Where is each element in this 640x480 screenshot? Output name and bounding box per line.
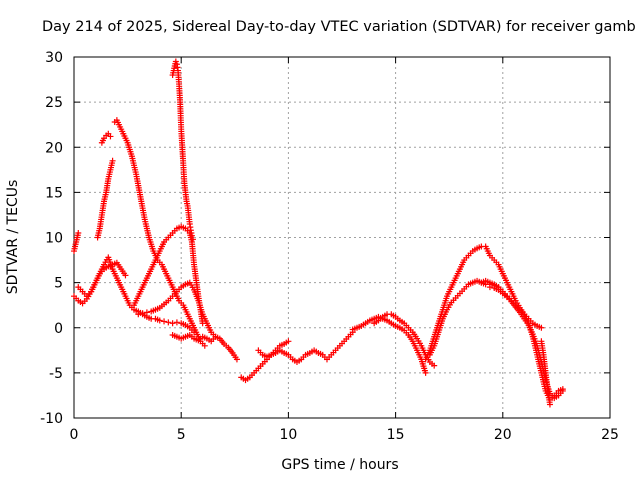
data-marker	[431, 362, 438, 369]
data-marker	[201, 342, 208, 349]
x-tick-label: 20	[494, 427, 512, 443]
data-marker	[422, 369, 429, 376]
data-marker	[165, 319, 172, 326]
data-marker	[107, 133, 114, 140]
series-satellite-9	[169, 58, 196, 243]
data-marker	[135, 311, 142, 318]
series-satellite-11	[238, 338, 292, 384]
x-tick-label: 10	[279, 427, 297, 443]
data-marker	[173, 319, 180, 326]
data-marker	[188, 232, 195, 239]
x-tick-label: 0	[70, 427, 79, 443]
y-tick-label: 30	[45, 50, 63, 66]
y-tick-label: 5	[54, 276, 63, 292]
series-satellite-8	[135, 279, 219, 340]
data-marker	[546, 401, 553, 408]
series-satellite-3	[75, 254, 198, 336]
data-marker	[486, 284, 493, 291]
y-axis-label: SDTVAR / TECUs	[5, 179, 21, 295]
series-satellite-14	[371, 311, 438, 369]
x-tick-label: 15	[387, 427, 405, 443]
series-satellite-10	[169, 331, 240, 363]
data-marker	[233, 356, 240, 363]
y-tick-label: 20	[45, 140, 63, 156]
x-tick-label: 5	[177, 427, 186, 443]
y-tick-label: 15	[45, 185, 63, 201]
data-marker	[75, 229, 82, 236]
data-marker	[156, 317, 163, 324]
y-tick-label: 25	[45, 95, 63, 111]
data-points	[71, 58, 566, 408]
chart-title: Day 214 of 2025, Sidereal Day-to-day VTE…	[42, 19, 636, 35]
data-marker	[538, 324, 545, 331]
y-tick-label: -10	[40, 411, 63, 427]
data-marker	[139, 310, 146, 317]
data-marker	[122, 272, 129, 279]
series-satellite-5	[98, 130, 114, 146]
y-tick-label: 10	[45, 231, 63, 247]
series-satellite-4	[94, 157, 116, 241]
series-satellite-1	[71, 229, 82, 255]
tick-labels: 0 5 10 15 20 25 -10 -5 0 5 10 15 20 25 30	[40, 50, 619, 443]
series-satellite-17	[482, 243, 545, 331]
data-marker	[161, 318, 168, 325]
series-satellite-20	[538, 338, 553, 408]
tick-marks	[73, 56, 611, 419]
series-satellite-12	[255, 329, 356, 366]
x-tick-label: 25	[601, 427, 619, 443]
data-marker	[143, 309, 150, 316]
data-marker	[109, 157, 116, 164]
y-tick-label: 0	[54, 321, 63, 337]
series-satellite-13	[349, 313, 429, 376]
x-axis-label: GPS time / hours	[281, 457, 399, 473]
data-marker	[172, 58, 179, 65]
data-marker	[189, 236, 196, 243]
data-marker	[285, 338, 292, 345]
y-tick-label: -5	[49, 366, 63, 382]
data-marker	[169, 320, 176, 327]
data-marker	[559, 387, 566, 394]
